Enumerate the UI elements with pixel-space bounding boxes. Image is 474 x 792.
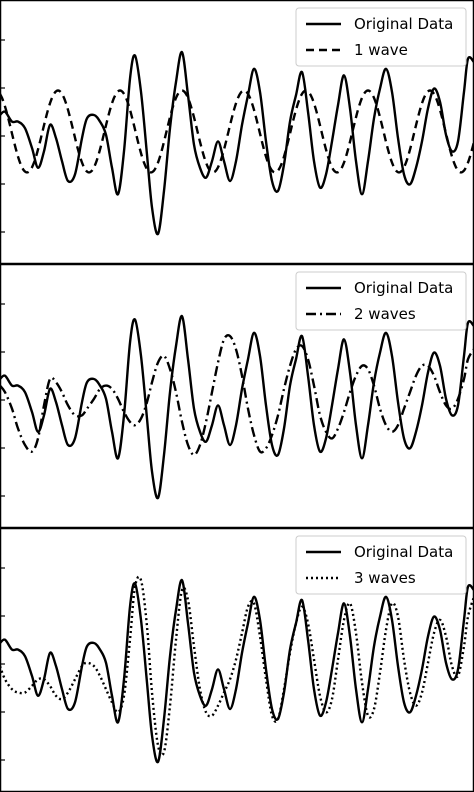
subplot-3: Original Data 3 waves	[0, 527, 474, 792]
legend-label: Original Data	[354, 279, 453, 297]
legend-label: Original Data	[354, 15, 453, 33]
legend-box	[295, 7, 467, 67]
series-line-original-data	[0, 50, 474, 236]
series-line-2-waves	[0, 334, 474, 457]
subplot-2: Original Data 2 waves	[0, 263, 474, 529]
legend-box	[295, 271, 467, 331]
series-line-original-data	[0, 314, 474, 500]
legend: Original Data 1 wave	[295, 7, 467, 67]
legend-label: Original Data	[354, 543, 453, 561]
series-line-original-data	[0, 578, 474, 764]
legend-label: 3 waves	[354, 569, 416, 587]
legend-label: 1 wave	[354, 41, 408, 59]
legend: Original Data 2 waves	[295, 271, 467, 331]
legend: Original Data 3 waves	[295, 535, 467, 595]
series-line-1-wave	[0, 89, 474, 174]
subplot-1: Original Data 1 wave	[0, 0, 474, 265]
legend-label: 2 waves	[354, 305, 416, 323]
legend-box	[295, 535, 467, 595]
series-line-3-waves	[0, 575, 474, 757]
